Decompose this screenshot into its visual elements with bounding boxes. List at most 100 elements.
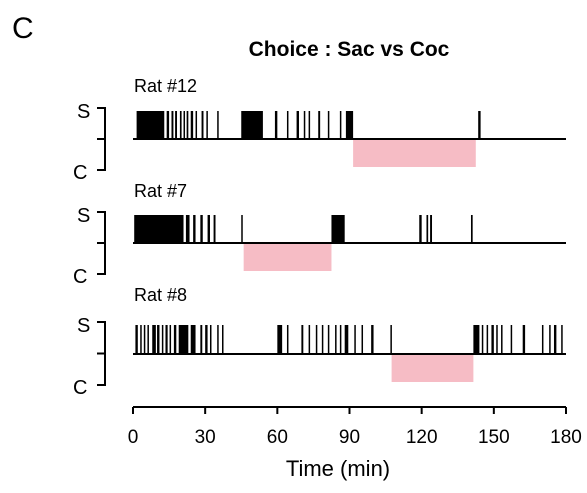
choice-bracket [97, 107, 106, 171]
event-mark [345, 111, 354, 139]
event-mark [308, 325, 311, 354]
event-mark [308, 111, 311, 139]
event-mark [185, 215, 190, 243]
shaded-block [243, 243, 332, 271]
event-mark [161, 325, 164, 354]
event-mark [331, 215, 345, 243]
event-mark [200, 325, 203, 354]
event-mark [171, 111, 174, 139]
event-mark [315, 325, 318, 354]
event-mark [135, 325, 138, 354]
event-mark [481, 325, 484, 354]
event-mark [335, 325, 337, 354]
event-mark [553, 325, 557, 354]
shaded-block [391, 354, 474, 382]
event-mark [327, 325, 330, 354]
event-mark [183, 111, 186, 139]
shaded-block [353, 139, 476, 167]
event-mark [152, 325, 156, 354]
event-mark [286, 325, 289, 354]
x-tick-label: 150 [478, 427, 510, 448]
event-mark [430, 215, 433, 243]
event-mark [274, 111, 278, 139]
event-mark [303, 111, 306, 139]
level-label-s: S [77, 101, 90, 123]
event-mark [241, 215, 243, 243]
event-mark [361, 325, 364, 354]
event-mark [241, 111, 263, 139]
event-mark [277, 325, 283, 354]
event-mark [344, 325, 349, 354]
x-tick-label: 30 [195, 427, 216, 448]
x-tick-label: 0 [128, 427, 139, 448]
level-label-c: C [73, 162, 87, 184]
event-mark [496, 325, 498, 354]
x-tick-label: 120 [406, 427, 438, 448]
event-mark [169, 325, 172, 354]
raster-panel: S C Rat #7 [73, 181, 566, 288]
event-mark [522, 325, 526, 354]
event-mark [426, 215, 429, 243]
event-mark [201, 111, 204, 139]
event-mark [217, 111, 219, 139]
event-mark [147, 325, 149, 354]
event-mark [561, 325, 563, 354]
panel-label: C [12, 12, 34, 45]
level-label-c: C [73, 377, 87, 399]
choice-bracket [97, 211, 106, 275]
event-mark [173, 325, 177, 354]
event-mark [301, 325, 304, 354]
event-mark [193, 215, 196, 243]
event-mark [486, 325, 489, 354]
event-mark [541, 325, 544, 354]
event-mark [501, 325, 503, 354]
x-axis-label: Time (min) [286, 456, 390, 481]
event-mark [206, 111, 208, 139]
event-mark [195, 111, 198, 139]
event-mark [549, 325, 551, 354]
event-mark [134, 215, 184, 243]
series-label: Rat #7 [134, 181, 187, 201]
event-mark [205, 325, 208, 354]
x-axis: 0 30 60 90 120 150 180 [128, 406, 582, 448]
event-mark [175, 111, 178, 139]
event-mark [286, 111, 289, 139]
event-mark [178, 325, 189, 354]
raster-panel: S C Rat #12 [73, 76, 566, 184]
event-mark [190, 325, 196, 354]
event-mark [157, 325, 160, 354]
event-mark [321, 325, 324, 354]
choice-bracket [97, 321, 106, 386]
event-mark [200, 215, 203, 243]
x-tick-label: 180 [550, 427, 582, 448]
event-mark [478, 111, 481, 139]
series-label: Rat #12 [134, 76, 197, 96]
event-mark [390, 325, 392, 354]
event-mark [354, 325, 356, 354]
event-mark [339, 111, 342, 139]
event-mark [209, 325, 212, 354]
level-label-c: C [73, 266, 87, 288]
event-mark [217, 325, 219, 354]
x-tick-label: 90 [339, 427, 360, 448]
event-mark [190, 111, 194, 139]
event-mark [470, 215, 473, 243]
event-mark [327, 111, 330, 139]
event-mark [140, 325, 142, 354]
event-mark [207, 215, 210, 243]
event-mark [491, 325, 494, 354]
series-label: Rat #8 [134, 285, 187, 305]
level-label-s: S [77, 205, 90, 227]
event-mark [419, 215, 422, 243]
chart-title: Choice : Sac vs Coc [249, 38, 450, 61]
event-mark [165, 325, 168, 354]
event-mark [179, 111, 182, 139]
event-mark [213, 215, 216, 243]
event-mark [318, 111, 321, 139]
event-mark [510, 325, 513, 354]
event-mark [339, 325, 342, 354]
raster-panel: S C Rat #8 [73, 285, 566, 399]
event-mark [296, 111, 299, 139]
